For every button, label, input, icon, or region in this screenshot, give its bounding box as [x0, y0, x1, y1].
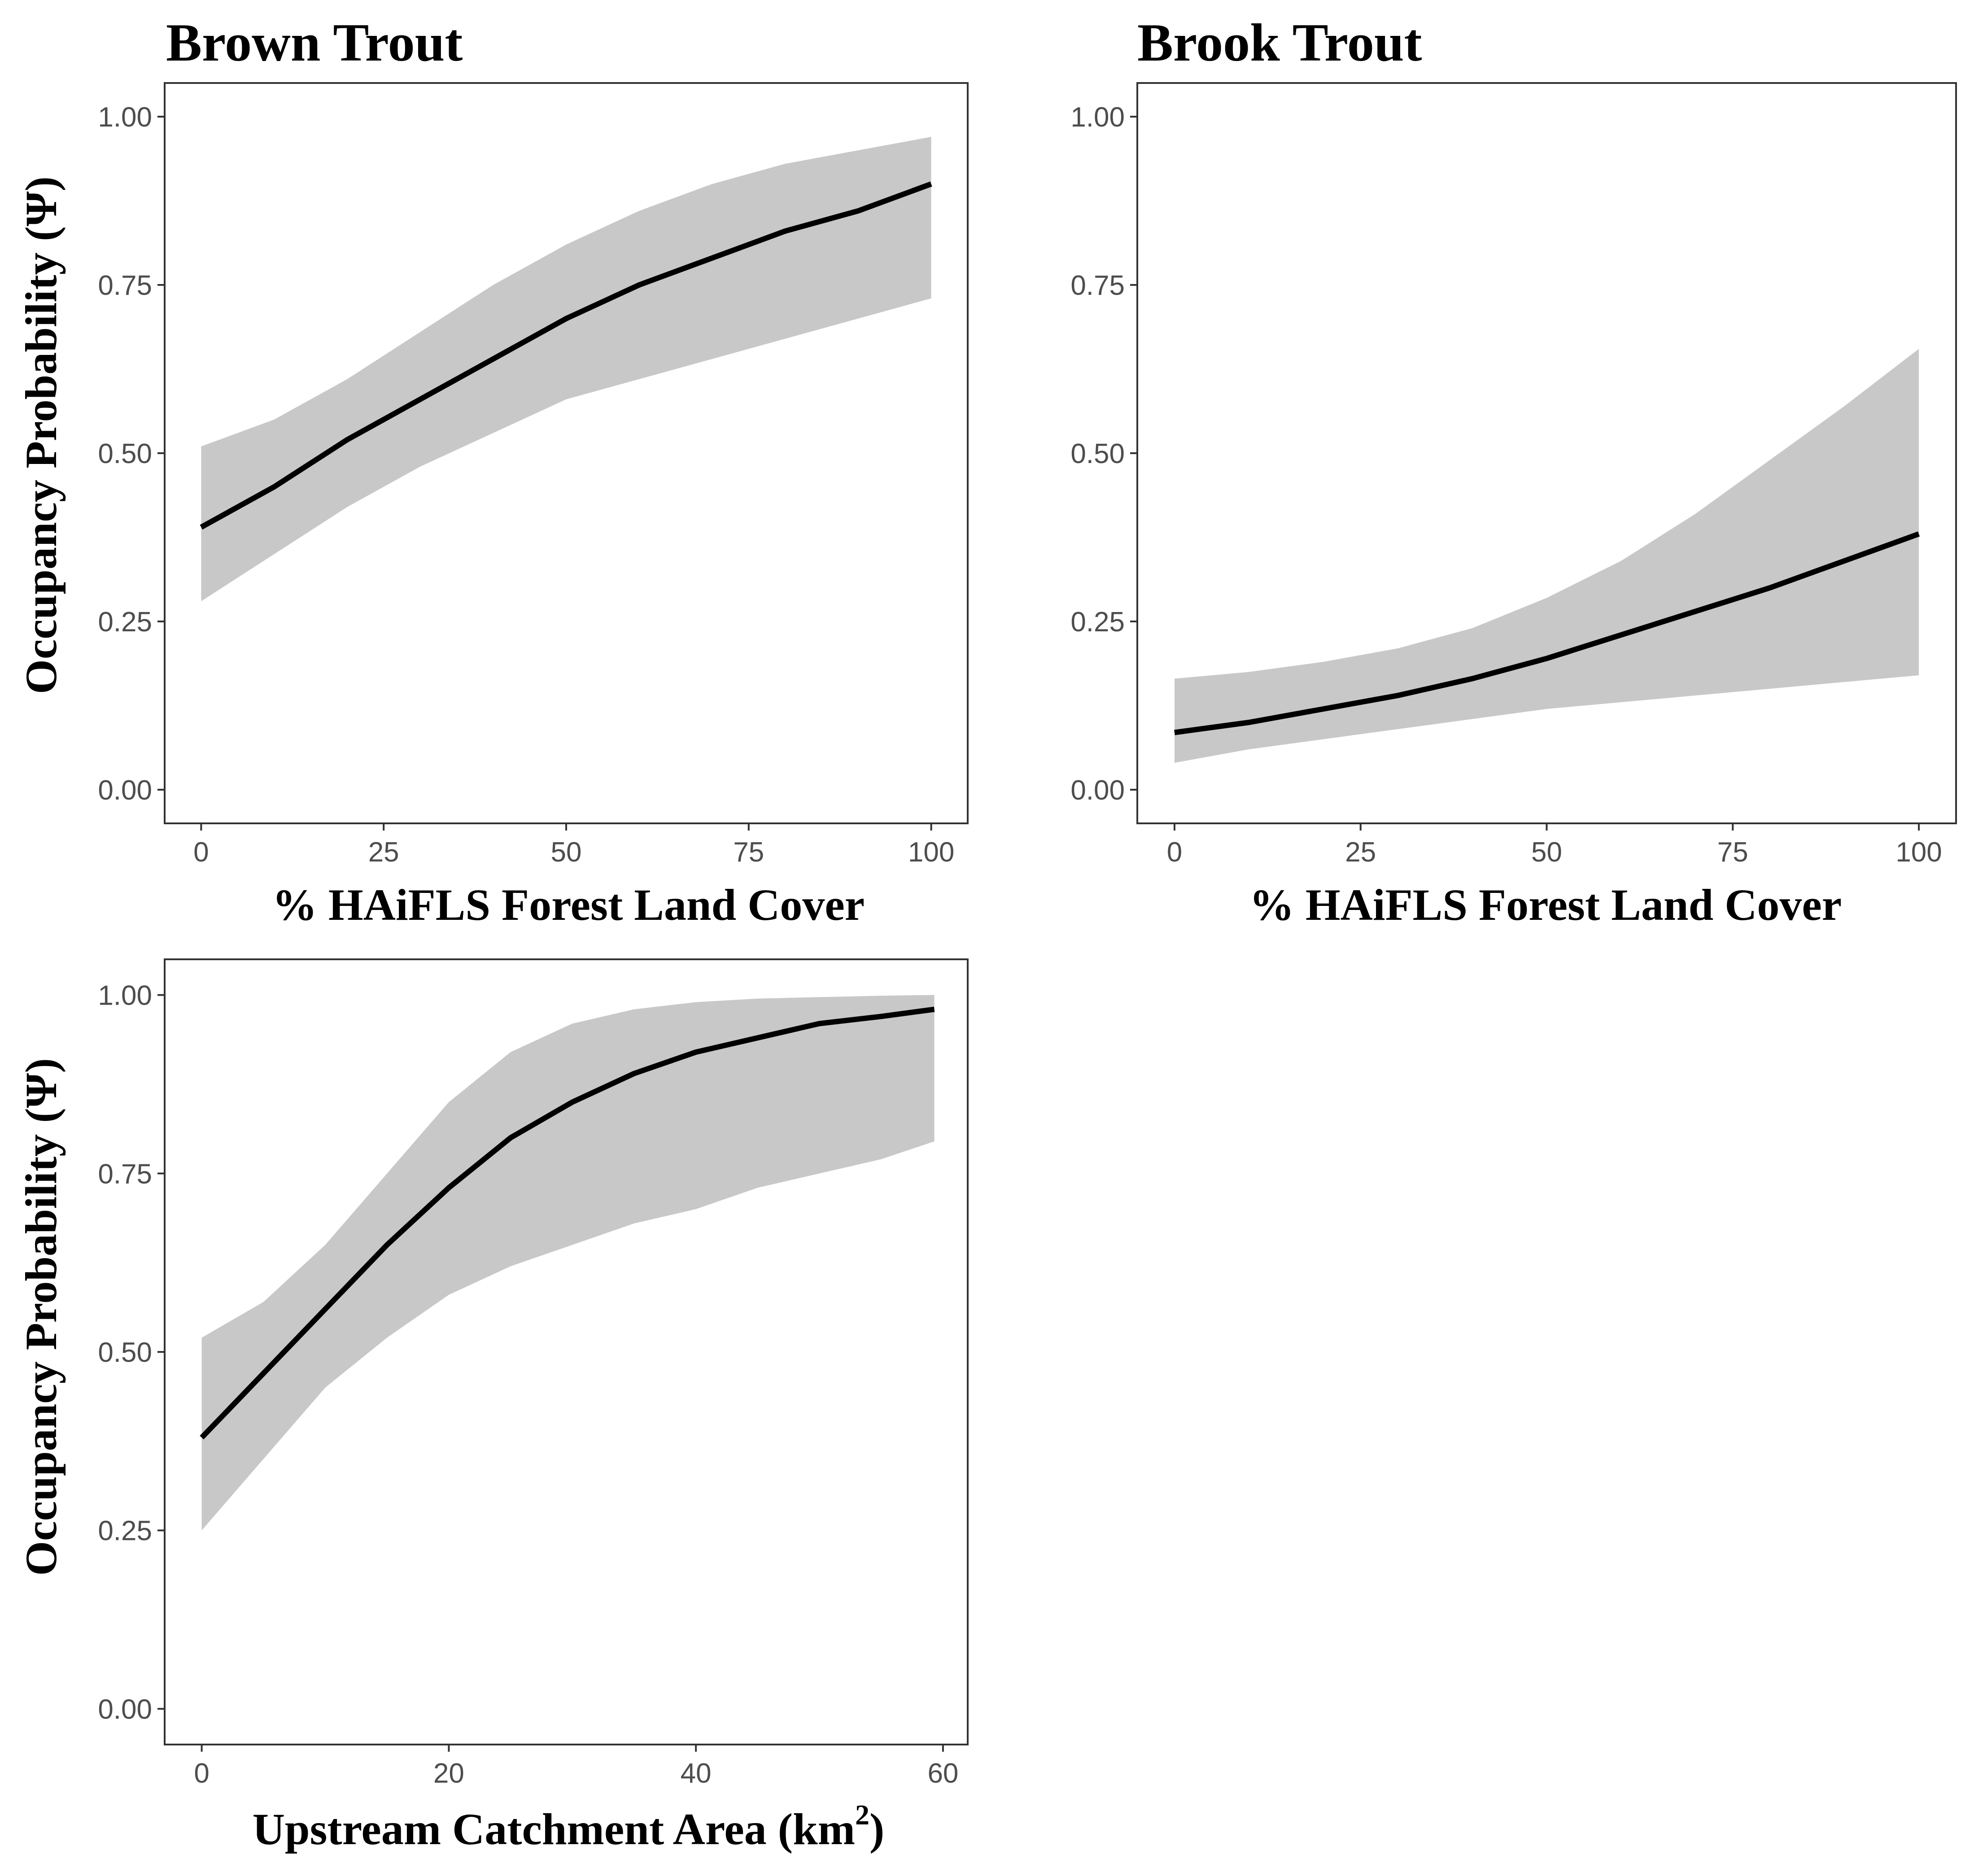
x-tick-label: 0	[193, 837, 209, 868]
panel-brown-trout: Brown Trout Occupancy Probability (Ψ) % …	[16, 13, 969, 930]
x-tick-label: 75	[733, 837, 764, 868]
y-tick-label: 0.50	[98, 438, 152, 469]
x-tick-label: 100	[1895, 837, 1942, 868]
x-axis-title-close: )	[869, 1804, 884, 1854]
x-tick-label: 0	[1167, 837, 1182, 868]
x-tick-label: 0	[194, 1758, 209, 1789]
y-tick-label: 0.00	[98, 1694, 152, 1725]
y-tick-label: 1.00	[1070, 102, 1125, 133]
x-axis-title: % HAiFLS Forest Land Cover	[1249, 880, 1842, 930]
x-tick-label: 50	[1531, 837, 1562, 868]
y-tick-label: 0.75	[98, 270, 152, 301]
y-tick-label: 0.00	[1070, 775, 1125, 806]
panel-brook-trout: Brook Trout % HAiFLS Forest Land Cover 0…	[1070, 13, 1957, 930]
x-tick-label: 50	[551, 837, 582, 868]
y-tick-label: 0.25	[1070, 607, 1125, 638]
fitted-line-0	[1174, 531, 1920, 735]
x-axis-title-superscript: 2	[855, 1799, 869, 1831]
y-tick-label: 0.00	[98, 775, 152, 806]
x-tick-label: 100	[908, 837, 954, 868]
y-tick-label: 1.00	[98, 980, 152, 1011]
fitted-line-0	[200, 1006, 935, 1440]
panel-title: Brook Trout	[1137, 13, 1422, 72]
x-tick-label: 20	[433, 1758, 464, 1789]
fitted-line-0	[200, 181, 932, 530]
x-axis-title-main: Upstream Catchment Area (km	[253, 1804, 855, 1854]
y-tick-label: 1.00	[98, 102, 152, 133]
x-tick-label: 60	[927, 1758, 958, 1789]
panel-catchment-area: Occupancy Probability (Ψ) Upstream Catch…	[16, 958, 969, 1854]
x-axis-title: % HAiFLS Forest Land Cover	[272, 880, 865, 930]
y-tick-label: 0.75	[98, 1159, 152, 1189]
x-tick-label: 25	[368, 837, 399, 868]
x-tick-label: 75	[1717, 837, 1748, 868]
confidence-ribbon-0	[201, 137, 931, 601]
y-tick-label: 0.25	[98, 607, 152, 638]
y-axis-title: Occupancy Probability (Ψ)	[16, 1058, 66, 1576]
x-tick-label: 40	[681, 1758, 712, 1789]
confidence-ribbon-0	[201, 995, 935, 1531]
y-tick-label: 0.50	[1070, 438, 1125, 469]
x-tick-label: 25	[1345, 837, 1376, 868]
confidence-ribbon-0	[1175, 349, 1919, 763]
y-tick-label: 0.25	[98, 1516, 152, 1547]
x-axis-title: Upstream Catchment Area (km2)	[253, 1799, 885, 1854]
panel-title: Brown Trout	[166, 13, 463, 72]
y-axis-title: Occupancy Probability (Ψ)	[16, 176, 66, 694]
y-tick-label: 0.75	[1070, 270, 1125, 301]
y-tick-label: 0.50	[98, 1337, 152, 1368]
